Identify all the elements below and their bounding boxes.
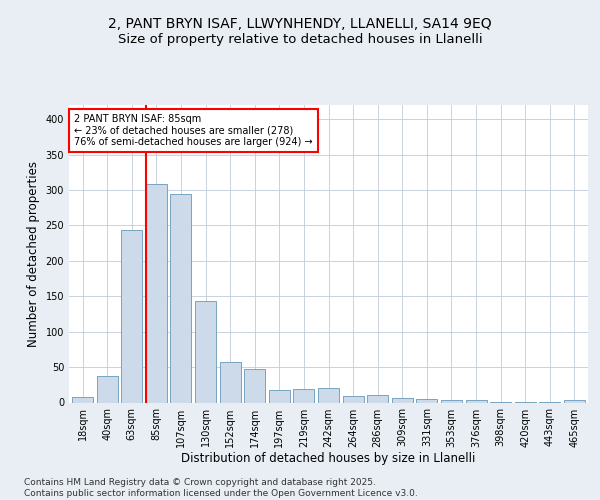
Bar: [466, 400, 487, 402]
Bar: [146, 184, 167, 402]
Bar: [97, 376, 118, 402]
Bar: [269, 390, 290, 402]
Bar: [220, 362, 241, 403]
Bar: [195, 301, 216, 402]
Text: Size of property relative to detached houses in Llanelli: Size of property relative to detached ho…: [118, 32, 482, 46]
Bar: [441, 400, 462, 402]
Bar: [343, 396, 364, 402]
Bar: [416, 399, 437, 402]
Text: 2, PANT BRYN ISAF, LLWYNHENDY, LLANELLI, SA14 9EQ: 2, PANT BRYN ISAF, LLWYNHENDY, LLANELLI,…: [108, 18, 492, 32]
Bar: [170, 194, 191, 402]
Bar: [392, 398, 413, 402]
Bar: [293, 389, 314, 402]
Bar: [367, 396, 388, 402]
Y-axis label: Number of detached properties: Number of detached properties: [27, 161, 40, 347]
Text: 2 PANT BRYN ISAF: 85sqm
← 23% of detached houses are smaller (278)
76% of semi-d: 2 PANT BRYN ISAF: 85sqm ← 23% of detache…: [74, 114, 313, 147]
Bar: [564, 400, 585, 402]
Text: Contains HM Land Registry data © Crown copyright and database right 2025.
Contai: Contains HM Land Registry data © Crown c…: [24, 478, 418, 498]
Bar: [244, 369, 265, 402]
Bar: [72, 397, 93, 402]
Bar: [121, 230, 142, 402]
Bar: [318, 388, 339, 402]
X-axis label: Distribution of detached houses by size in Llanelli: Distribution of detached houses by size …: [181, 452, 476, 466]
